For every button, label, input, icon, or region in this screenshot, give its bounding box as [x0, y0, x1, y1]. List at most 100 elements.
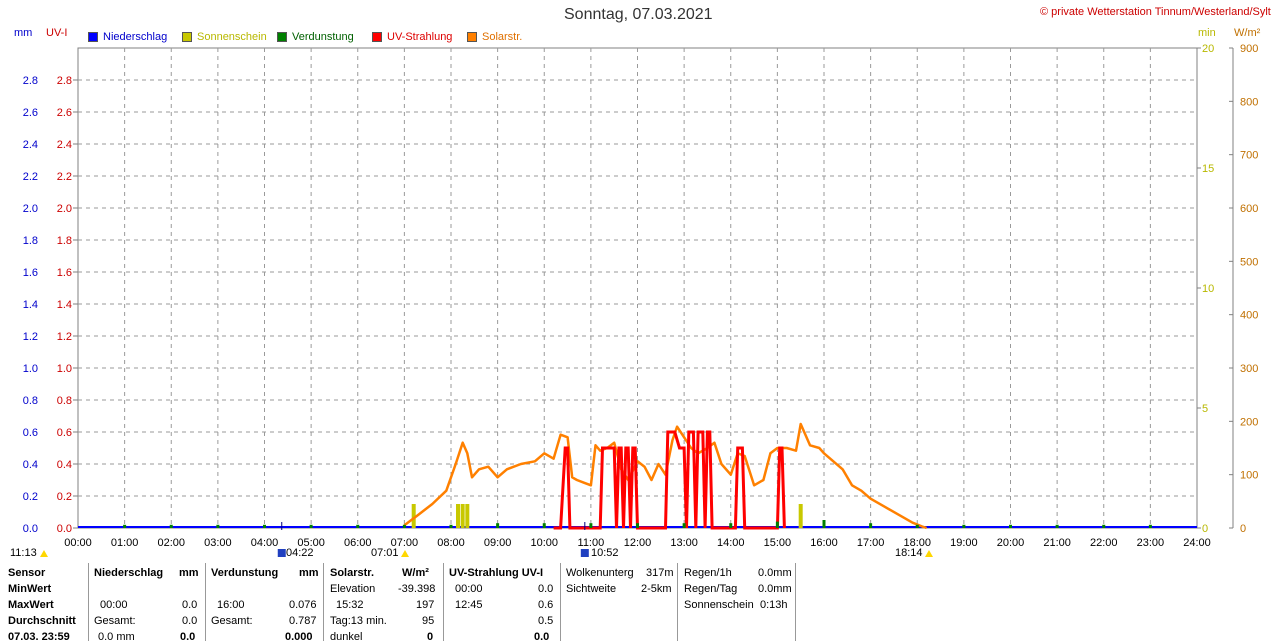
x-tick-label: 07:00	[391, 537, 419, 549]
y-tick-label-uv: 1.8	[57, 235, 72, 247]
table-header-sensor: Sensor	[8, 567, 46, 579]
table-cell: Sonnenschein	[684, 599, 754, 611]
x-tick-label: 09:00	[484, 537, 512, 549]
solar-series-line	[403, 422, 928, 530]
axis-unit-mm: mm	[14, 27, 33, 39]
table-cell: 0	[427, 631, 434, 643]
y-tick-label-mm: 2.8	[23, 75, 38, 87]
evaporation-bar	[1102, 524, 1106, 528]
evaporation-bar	[589, 523, 593, 528]
evaporation-bar	[496, 523, 500, 528]
y-tick-label-uv: 1.6	[57, 267, 72, 279]
y-tick-label-mm: 0.4	[23, 459, 38, 471]
y-tick-label-wm2: 200	[1240, 416, 1258, 428]
x-tick-label: 06:00	[344, 537, 372, 549]
table-cell: 0.076	[289, 599, 317, 611]
noon-marker-icon	[580, 549, 589, 557]
marker-morning: 07:01	[371, 547, 399, 559]
x-tick-label: 01:00	[111, 537, 139, 549]
y-tick-label-wm2: 900	[1240, 43, 1258, 55]
y-tick-label-wm2: 500	[1240, 256, 1258, 268]
sun-marker-icon	[401, 550, 409, 557]
table-cell: 0.5	[538, 615, 554, 627]
x-tick-label: 17:00	[857, 537, 885, 549]
x-tick-label: 16:00	[810, 537, 838, 549]
table-cell: 0.0	[534, 631, 550, 643]
x-tick-label: 20:00	[997, 537, 1025, 549]
table-header-verdunstung: Verdunstung	[211, 567, 279, 579]
x-tick-label: 13:00	[670, 537, 698, 549]
evaporation-bar	[1009, 524, 1012, 528]
evaporation-bar	[962, 524, 966, 528]
y-tick-label-uv: 2.4	[57, 139, 72, 151]
marker-noon: 10:52	[591, 547, 619, 559]
table-cell: 197	[416, 599, 435, 611]
x-tick-label: 05:00	[297, 537, 325, 549]
y-tick-label-mm: 0.8	[23, 395, 38, 407]
evaporation-bar	[869, 523, 873, 528]
sunshine-bar	[465, 504, 470, 528]
evaporation-bar	[636, 523, 639, 528]
table-cell: Gesamt:	[211, 615, 253, 627]
evaporation-bar	[263, 524, 266, 528]
table-row-label: Durchschnitt	[8, 615, 76, 627]
legend-label: UV-Strahlung	[387, 31, 453, 43]
table-cell: 0.0	[180, 631, 196, 643]
table-cell: Regen/Tag	[684, 583, 738, 595]
y-tick-label-wm2: 100	[1240, 470, 1258, 482]
marker-sunrise: 04:22	[286, 547, 314, 559]
table-cell: 2-5km	[641, 583, 672, 595]
y-tick-label-mm: 0.2	[23, 491, 38, 503]
table-unit: W/m²	[402, 567, 429, 579]
x-tick-label: 03:00	[204, 537, 232, 549]
table-row-label: MaxWert	[8, 599, 54, 611]
axis-unit-uv: UV-I	[46, 27, 68, 39]
evaporation-bar	[216, 524, 220, 528]
sunshine-bar	[798, 504, 803, 528]
table-row-label: 07.03. 23:59	[8, 631, 70, 643]
table-cell: 0.0 mm	[98, 631, 135, 643]
y-tick-label-uv: 0.2	[57, 491, 72, 503]
legend-label: Sonnenschein	[197, 31, 267, 43]
y-tick-label-mm: 2.2	[23, 171, 38, 183]
x-tick-label: 18:00	[903, 537, 931, 549]
x-tick-label: 24:00	[1183, 537, 1211, 549]
uv-series-line	[553, 430, 786, 530]
y-tick-label-mm: 1.0	[23, 363, 38, 375]
table-unit: mm	[179, 567, 199, 579]
y-tick-label-uv: 2.6	[57, 107, 72, 119]
x-tick-label: 10:00	[530, 537, 558, 549]
x-tick-label: 23:00	[1137, 537, 1165, 549]
y-tick-label-wm2: 400	[1240, 310, 1258, 322]
y-tick-label-mm: 1.8	[23, 235, 38, 247]
table-cell: 16:00	[217, 599, 245, 611]
evaporation-bar	[775, 521, 779, 528]
evaporation-bar	[682, 523, 686, 528]
x-tick-label: 14:00	[717, 537, 745, 549]
y-tick-label-mm: 1.4	[23, 299, 38, 311]
table-cell: 00:00	[455, 583, 483, 595]
legend-item: Sonnenschein	[182, 31, 267, 43]
table-header-uv: UV-Strahlung UV-I	[449, 567, 544, 579]
y-tick-label-mm: 2.6	[23, 107, 38, 119]
y-tick-label-min: 5	[1202, 403, 1208, 415]
y-tick-label-uv: 0.6	[57, 427, 72, 439]
sunshine-bar	[460, 504, 465, 528]
sunshine-bar	[455, 504, 460, 528]
axis-unit-wm2: W/m²	[1234, 27, 1261, 39]
y-tick-label-wm2: 300	[1240, 363, 1258, 375]
legend-item: Verdunstung	[277, 31, 354, 43]
x-tick-label: 08:00	[437, 537, 465, 549]
legend-swatch	[372, 32, 382, 42]
y-tick-label-mm: 1.2	[23, 331, 38, 343]
y-tick-label-uv: 1.0	[57, 363, 72, 375]
table-unit: mm	[299, 567, 319, 579]
legend-label: Solarstr.	[482, 31, 523, 43]
legend-swatch	[88, 32, 98, 42]
evaporation-bar	[1148, 524, 1152, 528]
table-cell: 0.6	[538, 599, 554, 611]
y-tick-label-mm: 2.4	[23, 139, 38, 151]
legend-swatch	[467, 32, 477, 42]
legend-item: Solarstr.	[467, 31, 522, 43]
table-cell: 0.0	[182, 599, 198, 611]
